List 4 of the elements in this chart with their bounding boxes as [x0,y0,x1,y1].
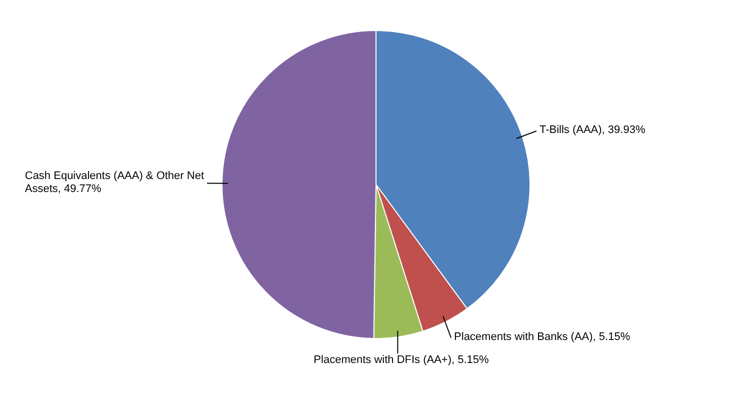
slice-label: Placements with Banks (AA), 5.15% [454,330,630,343]
slice-label: Placements with DFIs (AA+), 5.15% [314,354,490,366]
slice-label: Cash Equivalents (AAA) & Other Net Assets, 49.77% [24,170,204,195]
slice-label: T-Bills (AAA), 39.93% [539,124,646,136]
